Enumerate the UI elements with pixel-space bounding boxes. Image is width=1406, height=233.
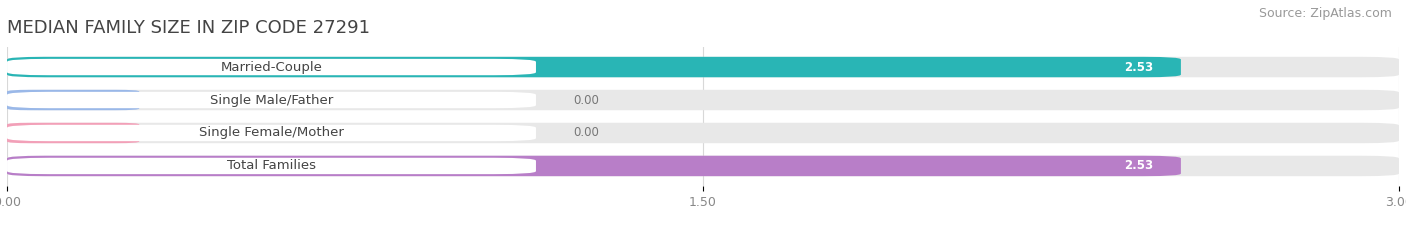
FancyBboxPatch shape xyxy=(7,59,536,75)
Text: 0.00: 0.00 xyxy=(574,93,599,106)
Text: 0.00: 0.00 xyxy=(574,127,599,140)
FancyBboxPatch shape xyxy=(7,156,1181,176)
Text: Single Male/Father: Single Male/Father xyxy=(209,93,333,106)
Text: Source: ZipAtlas.com: Source: ZipAtlas.com xyxy=(1258,7,1392,20)
Text: Single Female/Mother: Single Female/Mother xyxy=(200,127,344,140)
FancyBboxPatch shape xyxy=(7,90,139,110)
FancyBboxPatch shape xyxy=(7,92,536,108)
Text: MEDIAN FAMILY SIZE IN ZIP CODE 27291: MEDIAN FAMILY SIZE IN ZIP CODE 27291 xyxy=(7,19,370,37)
FancyBboxPatch shape xyxy=(7,90,1399,110)
FancyBboxPatch shape xyxy=(7,57,1181,77)
Text: Married-Couple: Married-Couple xyxy=(221,61,322,74)
FancyBboxPatch shape xyxy=(7,156,1399,176)
Text: 2.53: 2.53 xyxy=(1123,159,1153,172)
Text: Total Families: Total Families xyxy=(226,159,316,172)
FancyBboxPatch shape xyxy=(7,123,1399,143)
Text: 2.53: 2.53 xyxy=(1123,61,1153,74)
FancyBboxPatch shape xyxy=(7,125,536,141)
FancyBboxPatch shape xyxy=(7,123,139,143)
FancyBboxPatch shape xyxy=(7,57,1399,77)
FancyBboxPatch shape xyxy=(7,158,536,174)
